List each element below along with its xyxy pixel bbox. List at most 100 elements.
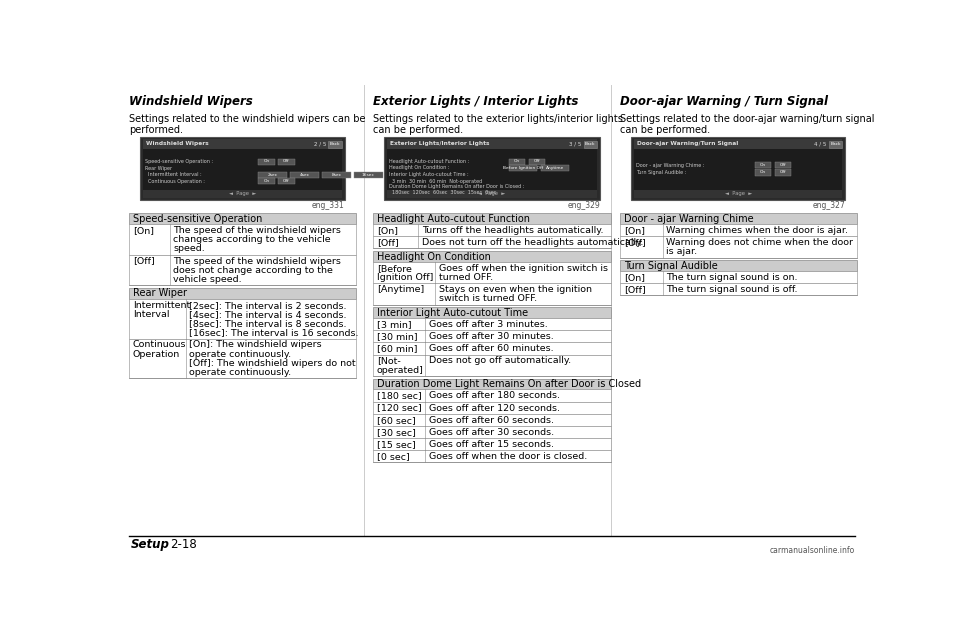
Text: On: On bbox=[760, 170, 766, 175]
Bar bbox=[372, 214, 612, 224]
Text: On: On bbox=[760, 163, 766, 167]
Bar bbox=[372, 438, 612, 450]
Text: The speed of the windshield wipers: The speed of the windshield wipers bbox=[174, 226, 342, 235]
Text: [30 sec]: [30 sec] bbox=[376, 428, 416, 437]
Text: Duration Dome Light Remains On after Door is Closed :: Duration Dome Light Remains On after Doo… bbox=[390, 185, 525, 190]
Text: Intermittent: Intermittent bbox=[132, 301, 190, 310]
Text: is ajar.: is ajar. bbox=[666, 248, 697, 256]
Text: Setup: Setup bbox=[132, 538, 170, 551]
Text: [Off]: [Off] bbox=[376, 238, 398, 247]
Text: speed.: speed. bbox=[174, 244, 205, 253]
Text: [Anytime]: [Anytime] bbox=[376, 285, 424, 294]
Text: ◄  Page  ►: ◄ Page ► bbox=[478, 192, 506, 197]
Bar bbox=[372, 284, 612, 304]
Text: 3 min  30 min  60 min  Not-operated: 3 min 30 min 60 min Not-operated bbox=[390, 178, 483, 183]
Text: Intermittent Interval :: Intermittent Interval : bbox=[145, 172, 202, 177]
Text: Continuous: Continuous bbox=[132, 340, 186, 350]
Text: Does not go off automatically.: Does not go off automatically. bbox=[429, 357, 571, 365]
Text: Rear Wiper: Rear Wiper bbox=[132, 289, 186, 299]
Text: Door-ajar Warning/Turn Signal: Door-ajar Warning/Turn Signal bbox=[637, 142, 738, 147]
Text: Goes off after 30 seconds.: Goes off after 30 seconds. bbox=[429, 428, 554, 437]
Text: Duration Dome Light Remains On after Door is Closed: Duration Dome Light Remains On after Doo… bbox=[376, 379, 641, 389]
Text: Before Ignition Off: Before Ignition Off bbox=[503, 166, 543, 170]
Text: [16sec]: The interval is 16 seconds.: [16sec]: The interval is 16 seconds. bbox=[189, 328, 359, 337]
Text: Turns off the headlights automatically.: Turns off the headlights automatically. bbox=[421, 226, 604, 235]
Bar bbox=[372, 389, 612, 401]
Bar bbox=[372, 414, 612, 426]
Bar bbox=[509, 159, 525, 165]
Text: [Off]: [Off] bbox=[624, 238, 645, 247]
Text: [Not-: [Not- bbox=[376, 357, 400, 365]
Text: 16sec: 16sec bbox=[362, 173, 374, 176]
Bar bbox=[509, 165, 537, 171]
Text: 2sec: 2sec bbox=[267, 173, 277, 176]
Text: [Before: [Before bbox=[376, 264, 412, 273]
Text: Goes off after 3 minutes.: Goes off after 3 minutes. bbox=[429, 320, 548, 329]
Text: 3 / 5: 3 / 5 bbox=[569, 142, 581, 147]
Bar bbox=[354, 172, 382, 178]
Bar bbox=[278, 178, 295, 185]
Text: 180sec  120sec  60sec  30sec  15sec  0sec: 180sec 120sec 60sec 30sec 15sec 0sec bbox=[390, 190, 496, 195]
Text: Rear Wiper: Rear Wiper bbox=[145, 166, 173, 171]
Text: Door - ajar Warning Chime :: Door - ajar Warning Chime : bbox=[636, 163, 705, 168]
Text: Back: Back bbox=[830, 142, 841, 147]
Text: eng_329: eng_329 bbox=[567, 201, 600, 210]
Text: Goes off after 15 seconds.: Goes off after 15 seconds. bbox=[429, 440, 554, 449]
Text: can be performed.: can be performed. bbox=[620, 125, 710, 135]
Text: [4sec]: The interval is 4 seconds.: [4sec]: The interval is 4 seconds. bbox=[189, 310, 347, 319]
Text: Interval: Interval bbox=[132, 310, 169, 319]
Text: [3 min]: [3 min] bbox=[376, 320, 411, 329]
Bar bbox=[129, 299, 356, 338]
Text: [60 min]: [60 min] bbox=[376, 345, 418, 353]
Text: Headlight Auto-cutout Function :: Headlight Auto-cutout Function : bbox=[390, 159, 469, 164]
Bar bbox=[775, 162, 791, 168]
Text: [On]: [On] bbox=[624, 273, 645, 282]
Bar bbox=[635, 139, 843, 149]
Text: [On]: [On] bbox=[132, 226, 154, 235]
Text: [On]: The windshield wipers: [On]: The windshield wipers bbox=[189, 340, 322, 350]
Text: eng_331: eng_331 bbox=[312, 201, 345, 210]
Bar bbox=[755, 169, 771, 176]
Text: changes according to the vehicle: changes according to the vehicle bbox=[174, 235, 331, 244]
Text: switch is turned OFF.: switch is turned OFF. bbox=[439, 294, 537, 304]
Bar bbox=[372, 450, 612, 462]
Bar bbox=[323, 172, 350, 178]
Text: Windshield Wipers: Windshield Wipers bbox=[146, 142, 208, 147]
Text: [8sec]: The interval is 8 seconds.: [8sec]: The interval is 8 seconds. bbox=[189, 319, 347, 328]
Text: vehicle speed.: vehicle speed. bbox=[174, 275, 242, 284]
Text: The speed of the windshield wipers: The speed of the windshield wipers bbox=[174, 256, 342, 265]
Text: The turn signal sound is on.: The turn signal sound is on. bbox=[666, 273, 798, 282]
Bar bbox=[372, 262, 612, 284]
Text: Warning does not chime when the door: Warning does not chime when the door bbox=[666, 238, 853, 247]
Bar bbox=[775, 169, 791, 176]
Bar bbox=[584, 140, 597, 149]
Bar bbox=[258, 159, 275, 165]
Text: Goes off after 180 seconds.: Goes off after 180 seconds. bbox=[429, 391, 560, 401]
Text: Back: Back bbox=[585, 142, 595, 147]
Text: 4sec: 4sec bbox=[300, 173, 309, 176]
Text: ◄  Page  ►: ◄ Page ► bbox=[228, 192, 256, 197]
Text: operate continuously.: operate continuously. bbox=[189, 350, 292, 358]
Bar bbox=[387, 190, 597, 198]
Bar bbox=[372, 251, 612, 262]
Text: On: On bbox=[514, 159, 520, 163]
Text: Back: Back bbox=[330, 142, 340, 147]
Bar bbox=[129, 224, 356, 255]
Text: Goes off when the door is closed.: Goes off when the door is closed. bbox=[429, 452, 588, 461]
Bar bbox=[372, 318, 612, 330]
Bar bbox=[278, 159, 295, 165]
Bar bbox=[620, 284, 856, 295]
Text: Windshield Wipers: Windshield Wipers bbox=[129, 95, 252, 108]
Text: [On]: [On] bbox=[624, 226, 645, 235]
Text: Ignition Off]: Ignition Off] bbox=[376, 273, 433, 282]
Text: 4 / 5: 4 / 5 bbox=[814, 142, 827, 147]
Text: Headlight On Condition :: Headlight On Condition : bbox=[390, 165, 449, 170]
Bar bbox=[620, 214, 856, 224]
Text: 2 / 5: 2 / 5 bbox=[314, 142, 326, 147]
Text: Goes off after 60 seconds.: Goes off after 60 seconds. bbox=[429, 416, 554, 425]
Bar bbox=[829, 140, 843, 149]
Text: Goes off after 30 minutes.: Goes off after 30 minutes. bbox=[429, 332, 554, 341]
Text: Settings related to the windshield wipers can be: Settings related to the windshield wiper… bbox=[129, 115, 366, 124]
Bar bbox=[529, 159, 545, 165]
Bar bbox=[258, 178, 275, 185]
